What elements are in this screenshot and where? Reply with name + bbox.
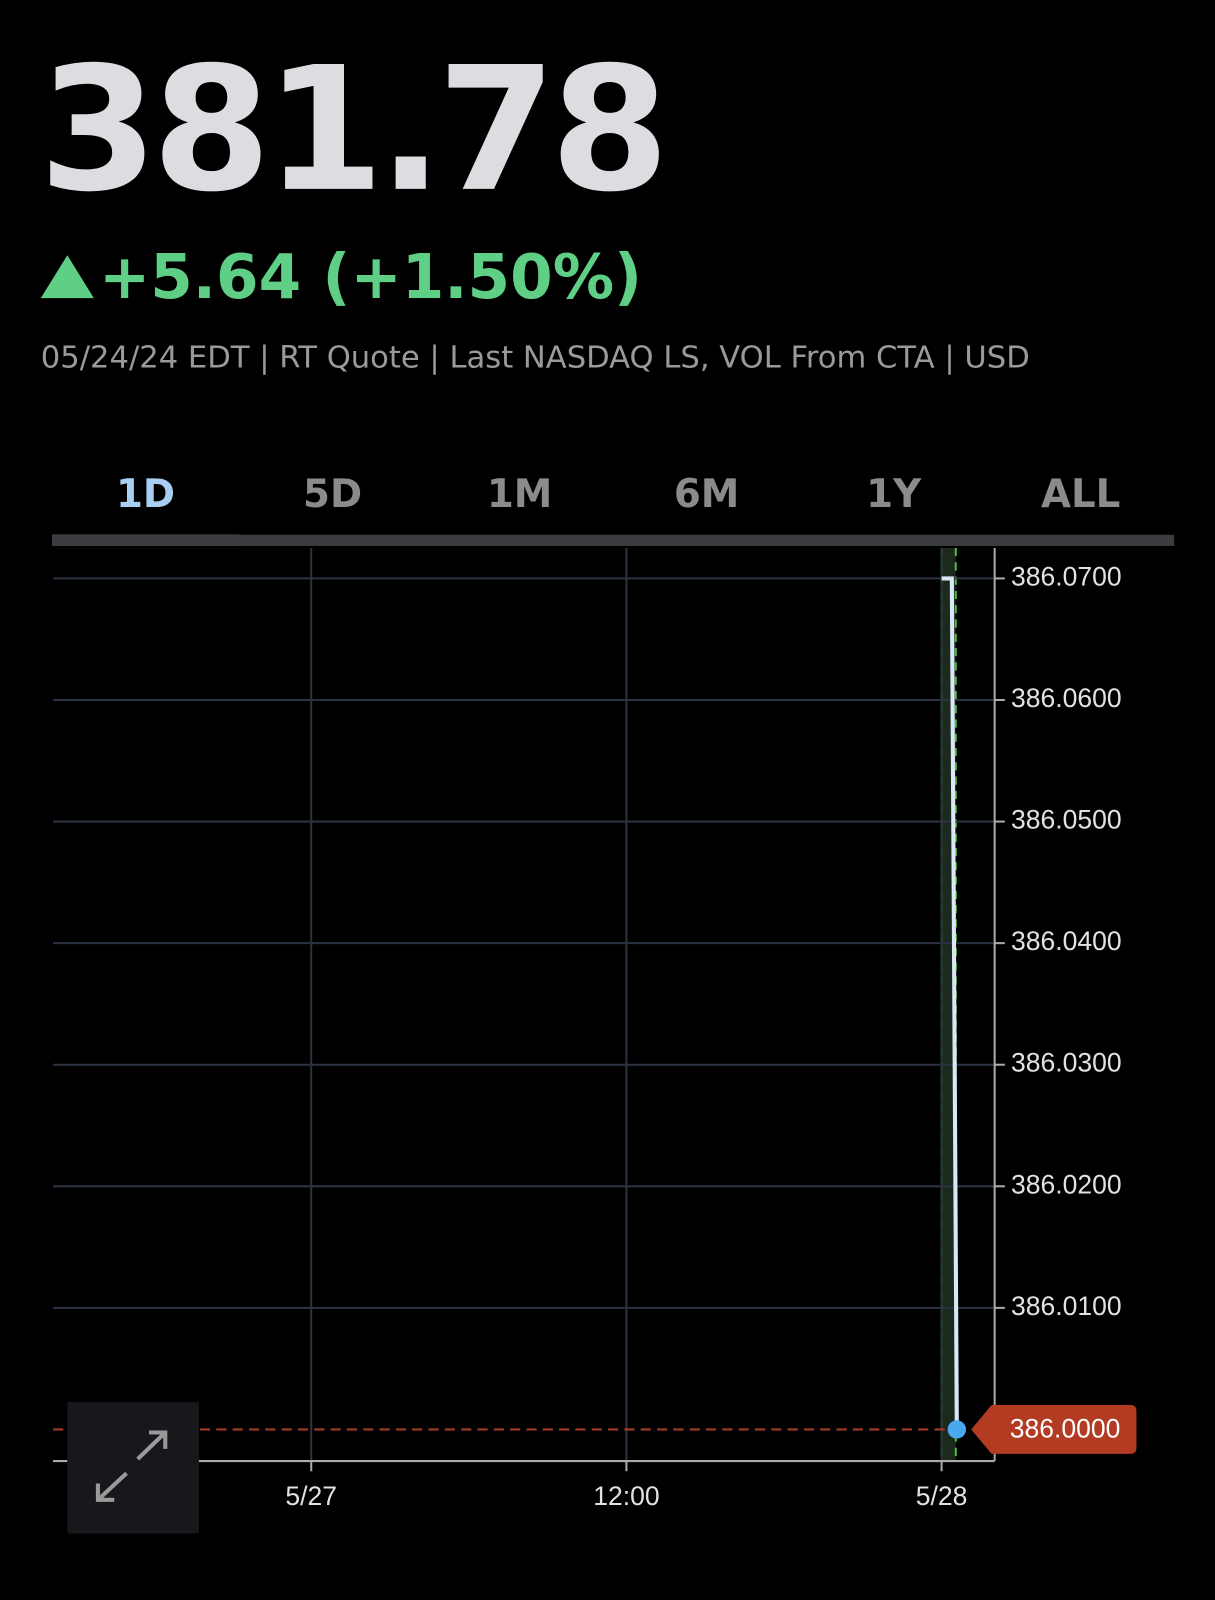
price-tag-label: 386.0000 [1010,1413,1121,1443]
quote-meta: 05/24/24 EDT | RT Quote | Last NASDAQ LS… [41,340,1030,375]
expand-button[interactable] [67,1401,199,1534]
chart: 386.0100 386.0200 386.0300 386.0400 386.0500… [53,548,1137,1511]
range-tab[interactable]: 6M [674,472,740,517]
range-tab[interactable]: 1Y [866,472,922,517]
y-tick-label: 386.0600 [1011,683,1122,713]
price-tag [971,1404,1137,1454]
y-tick-label: 386.0400 [1011,926,1122,956]
range-tab[interactable]: ALL [1041,472,1120,517]
last-point [947,1420,967,1439]
price-change: +5.64 (+1.50%) [99,242,642,313]
tab-track [52,534,1175,546]
range-tab[interactable]: 1M [487,472,553,517]
range-tab[interactable]: 1D [116,472,175,517]
y-tick-label: 386.0700 [1011,561,1122,591]
x-tick-label: 5/27 [285,1481,337,1511]
x-tick-label: 12:00 [593,1481,659,1511]
y-tick-label: 386.0300 [1011,1048,1122,1078]
y-tick-label: 386.0200 [1011,1169,1122,1199]
price-line [941,576,959,1430]
up-arrow [40,255,94,299]
expand-icon [95,1430,168,1502]
y-tick-label: 386.0500 [1011,805,1122,835]
x-tick-label: 5/28 [916,1481,968,1511]
price: 381.78 [39,31,664,230]
y-tick-label: 386.0100 [1011,1291,1122,1321]
range-tab[interactable]: 5D [303,472,362,517]
expand-bg [67,1401,199,1534]
